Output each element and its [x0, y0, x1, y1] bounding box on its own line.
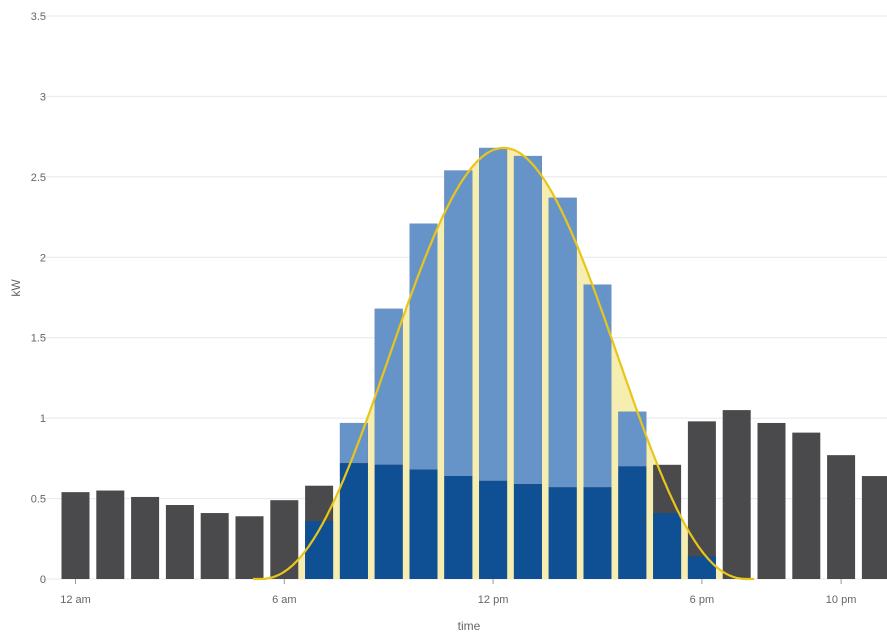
y-tick-label: 1	[40, 413, 46, 425]
x-tick-label: 6 pm	[690, 594, 714, 606]
solar-export-bar	[583, 284, 612, 488]
load-bar	[165, 505, 194, 579]
load-bar	[200, 513, 229, 579]
load-bar	[722, 410, 751, 579]
solar-self-consumed-bar	[618, 466, 647, 579]
y-tick-label: 1.5	[31, 333, 46, 345]
solar-self-consumed-bar	[479, 480, 508, 579]
solar-curve-stroke	[253, 146, 755, 581]
y-tick-label: 3	[40, 91, 46, 103]
x-axis-title: time	[458, 619, 481, 633]
x-tick-label: 12 pm	[478, 594, 509, 606]
solar-self-consumed-bar	[513, 484, 542, 579]
solar-export-bar	[513, 155, 542, 485]
load-bar	[827, 455, 856, 579]
y-tick-label: 0.5	[31, 494, 46, 506]
solar-curve-line	[253, 146, 755, 581]
solar-self-consumed-bar	[444, 476, 473, 579]
x-axis-ticks: 12 am 6 am 12 pm 6 pm 10 pm	[60, 579, 856, 606]
x-tick-label: 6 am	[272, 594, 296, 606]
y-axis-title: kW	[9, 279, 23, 297]
solar-self-consumed-bar	[374, 464, 403, 579]
y-tick-label: 2.5	[31, 172, 46, 184]
load-bar	[235, 516, 264, 579]
solar-self-consumed-bar	[583, 487, 612, 579]
solar-export-bar	[618, 411, 647, 467]
load-bar	[757, 422, 786, 579]
y-tick-label: 3.5	[31, 11, 46, 23]
x-tick-label: 12 am	[60, 594, 91, 606]
load-bar	[792, 432, 821, 579]
load-bar	[270, 500, 299, 579]
solar-self-consumed-bar	[339, 463, 368, 579]
y-tick-label: 0	[40, 574, 46, 586]
solar-self-consumed-bar	[653, 513, 682, 579]
load-bar	[61, 492, 90, 579]
y-tick-label: 2	[40, 252, 46, 264]
solar-self-consumed-bar	[548, 487, 577, 579]
y-axis-ticks: 0 0.5 1 1.5 2 2.5 3 3.5	[31, 11, 46, 586]
solar-export-bar	[479, 147, 508, 481]
solar-self-consumed-bar	[687, 556, 716, 579]
solar-export-bar	[548, 197, 577, 488]
load-bar	[687, 421, 716, 579]
solar-export-bar	[444, 170, 473, 477]
load-bar	[861, 476, 887, 579]
solar-self-consumed-bar	[409, 469, 438, 579]
bars	[61, 147, 887, 580]
x-tick-label: 10 pm	[826, 594, 857, 606]
load-bar	[96, 490, 125, 579]
load-bar	[131, 496, 160, 579]
